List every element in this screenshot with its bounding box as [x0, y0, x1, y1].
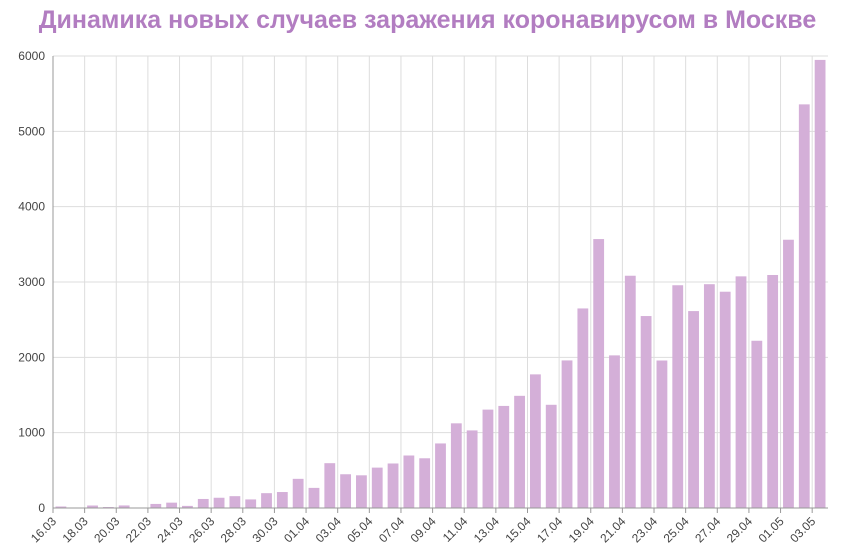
bar-24.03 — [182, 505, 193, 508]
bar-11.04 — [466, 430, 478, 508]
x-tick-label: 29.04 — [724, 514, 755, 545]
x-tick-label: 30.03 — [249, 514, 280, 545]
bar-25.04 — [688, 311, 699, 508]
bar-16.03 — [55, 506, 67, 508]
bar-12.04 — [482, 409, 494, 508]
bar-01.05 — [783, 239, 794, 508]
bar-02.04 — [324, 463, 336, 508]
bar-04.04 — [356, 475, 367, 508]
x-tick-label: 19.04 — [566, 514, 597, 545]
bar-29.04 — [751, 340, 763, 508]
x-tick-label: 13.04 — [471, 514, 502, 545]
bar-14.04 — [514, 395, 525, 508]
x-tick-label: 03.04 — [313, 514, 344, 545]
x-tick-label: 28.03 — [218, 514, 249, 545]
x-tick-label: 22.03 — [123, 514, 154, 545]
bar-27.04 — [719, 291, 731, 508]
x-tick-label: 05.04 — [344, 514, 375, 545]
x-tick-label: 01.05 — [756, 514, 787, 545]
bar-21.04 — [624, 275, 636, 508]
bar-18.03 — [87, 505, 98, 508]
bar-29.03 — [261, 493, 272, 508]
x-tick-label: 09.04 — [408, 514, 439, 545]
bar-27.03 — [229, 496, 241, 508]
bar-10.04 — [450, 423, 462, 508]
bar-22.03 — [150, 503, 162, 508]
bar-25.03 — [197, 498, 209, 508]
bar-07.04 — [403, 455, 415, 508]
bar-20.03 — [118, 505, 130, 508]
bar-06.04 — [387, 463, 399, 508]
x-tick-label: 26.03 — [186, 514, 217, 545]
x-tick-label: 17.04 — [534, 514, 565, 545]
x-tick-label: 07.04 — [376, 514, 407, 545]
bar-26.04 — [703, 284, 715, 508]
bar-01.04 — [308, 487, 320, 508]
x-tick-label: 03.05 — [787, 514, 818, 545]
chart-title: Динамика новых случаев заражения коронав… — [38, 6, 817, 34]
bar-15.04 — [529, 374, 541, 508]
bar-18.04 — [577, 308, 589, 508]
bar-28.04 — [735, 276, 747, 508]
bar-28.03 — [245, 499, 257, 508]
bar-16.04 — [545, 404, 557, 508]
x-tick-label: 20.03 — [91, 514, 122, 545]
x-tick-label: 11.04 — [440, 514, 471, 545]
bar-20.04 — [609, 355, 620, 508]
y-tick-label: 3000 — [18, 275, 45, 289]
bar-24.04 — [672, 285, 684, 508]
x-tick-label: 01.04 — [281, 514, 312, 545]
bar-19.04 — [593, 239, 605, 508]
x-tick-label: 15.04 — [502, 514, 533, 545]
x-tick-label: 23.04 — [629, 514, 660, 545]
x-tick-label: 24.03 — [155, 514, 186, 545]
x-tick-label: 16.03 — [28, 514, 59, 545]
bar-02.05 — [798, 104, 810, 508]
y-tick-label: 6000 — [18, 49, 45, 63]
bar-09.04 — [435, 443, 446, 508]
y-tick-label: 5000 — [18, 124, 45, 138]
bar-23.03 — [166, 502, 178, 508]
bar-03.04 — [340, 474, 352, 508]
bar-30.03 — [276, 492, 288, 508]
bar-05.04 — [371, 467, 383, 508]
bar-08.04 — [419, 458, 431, 508]
bar-03.05 — [814, 59, 826, 509]
bar-13.04 — [498, 405, 510, 508]
y-tick-label: 2000 — [18, 350, 45, 364]
bar-17.04 — [561, 360, 573, 508]
x-tick-label: 25.04 — [661, 514, 692, 545]
y-tick-label: 4000 — [18, 200, 45, 214]
x-tick-label: 21.04 — [597, 514, 628, 545]
bar-22.04 — [640, 316, 652, 508]
x-tick-label: 18.03 — [60, 514, 91, 545]
bar-31.03 — [292, 478, 304, 508]
x-tick-label: 27.04 — [692, 514, 723, 545]
bar-30.04 — [767, 274, 779, 508]
y-tick-label: 1000 — [18, 426, 45, 440]
bar-23.04 — [656, 360, 668, 508]
y-tick-label: 0 — [38, 501, 45, 515]
bar-26.03 — [213, 497, 225, 508]
